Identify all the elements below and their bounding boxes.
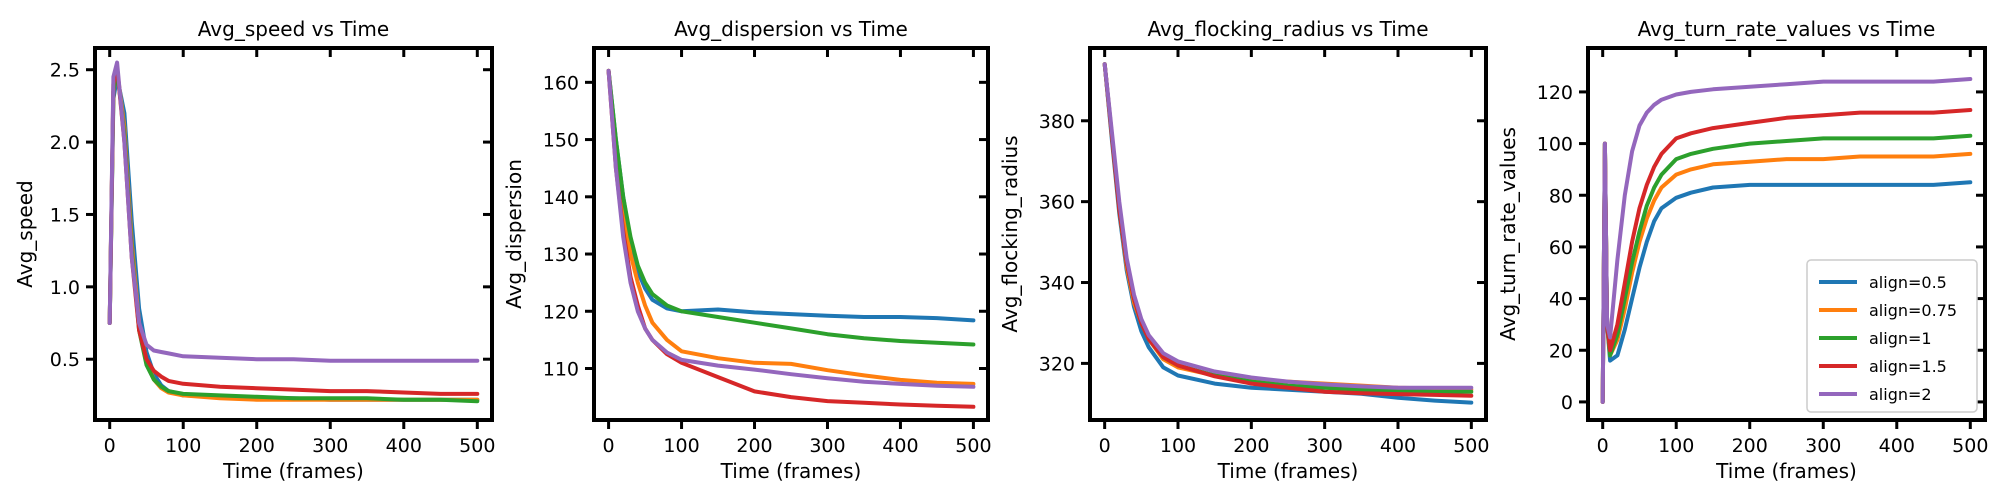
x-tick-label: 0 [104,435,116,457]
x-tick-label: 0 [1597,435,1609,457]
axes-frame [1088,46,1488,422]
series-line-align-1-5 [107,64,480,396]
x-tick-label: 200 [1233,435,1269,457]
series-line-align-1-5 [606,68,976,409]
y-tick-label: 20 [1549,340,1573,362]
series-line-align-1 [1102,62,1474,394]
x-axis-label: Time (frames) [720,459,862,483]
x-tick-label: 500 [1453,435,1489,457]
y-tick-label: 1.0 [50,277,80,299]
y-axis-label: Avg_speed [13,180,37,287]
x-tick-label: 100 [663,435,699,457]
chart-panel-1: 0 100 200 300 400 500 0.5 1.0 1.5 2.0 2.5 Avg_speed… [13,17,495,483]
series-line-align-2 [1102,62,1474,390]
y-tick-label: 0.5 [50,349,80,371]
x-tick-label: 0 [603,435,615,457]
y-tick-label: 130 [543,244,579,266]
series-line-align-0-75 [1102,62,1474,392]
y-tick-label: 110 [543,358,579,380]
chart-panel-4: 0 100 200 300 400 500 0 20 40 60 80 100 120 Avg_turn_… [1496,17,1988,483]
y-tick-label: 0 [1561,392,1573,414]
x-tick-label: 100 [1658,435,1694,457]
x-tick-label: 200 [736,435,772,457]
legend: align=0.5 align=0.75 align=1 align=1.5 align… [1806,259,1978,413]
y-tick-label: 100 [1537,134,1573,156]
axes-frame [93,46,494,422]
y-axis-label: Avg_dispersion [502,159,526,309]
x-tick-label: 300 [1307,435,1343,457]
x-tick-label: 0 [1099,435,1111,457]
y-tick-label: 360 [1039,192,1075,214]
x-tick-label: 400 [882,435,918,457]
y-tick-label: 120 [543,301,579,323]
x-tick-label: 100 [165,435,201,457]
series-line-align-2 [1600,77,1973,404]
x-tick-label: 500 [955,435,991,457]
x-axis-label: Time (frames) [222,459,364,483]
y-tick-label: 80 [1549,185,1573,207]
y-tick-label: 340 [1039,273,1075,295]
x-tick-label: 300 [809,435,845,457]
y-tick-label: 2.0 [50,132,80,154]
y-axis-label: Avg_turn_rate_values [1496,127,1520,341]
series-line-align-0-5 [1600,141,1973,404]
x-tick-label: 400 [1879,435,1915,457]
y-tick-label: 120 [1537,82,1573,104]
axes-frame [592,46,990,422]
x-tick-label: 500 [1952,435,1988,457]
legend-label: align=0.75 [1869,301,1957,320]
x-tick-label: 300 [312,435,348,457]
legend-label: align=1 [1869,329,1932,348]
chart-title: Avg_dispersion vs Time [674,17,908,41]
x-tick-label: 400 [386,435,422,457]
y-tick-label: 160 [543,72,579,94]
series-line-align-0-75 [606,68,976,386]
x-tick-label: 200 [239,435,275,457]
series-line-align-0-75 [107,67,480,402]
y-tick-label: 2.5 [50,60,80,82]
chart-title: Avg_speed vs Time [198,17,389,41]
y-axis-label: Avg_flocking_radius [998,135,1022,332]
x-tick-label: 200 [1732,435,1768,457]
axes-frame [1586,46,1987,422]
legend-label: align=2 [1869,385,1932,404]
x-tick-label: 300 [1805,435,1841,457]
y-tick-label: 380 [1039,111,1075,133]
series-line-align-2 [107,60,480,363]
chart-title: Avg_turn_rate_values vs Time [1638,17,1936,41]
x-tick-label: 100 [1160,435,1196,457]
y-tick-label: 150 [543,130,579,152]
series-line-align-0-5 [606,68,976,323]
chart-panel-3: 0 100 200 300 400 500 320 340 360 380 Avg_flocking… [998,17,1489,483]
y-tick-label: 40 [1549,289,1573,311]
y-tick-label: 60 [1549,237,1573,259]
series-line-align-2 [606,68,976,389]
chart-panel-2: 0 100 200 300 400 500 110 120 130 140 150 160 Avg_di… [502,17,992,483]
chart-title: Avg_flocking_radius vs Time [1147,17,1428,41]
series-line-align-1-5 [1600,108,1973,404]
y-tick-label: 320 [1039,353,1075,375]
x-tick-label: 500 [459,435,495,457]
y-tick-label: 140 [543,187,579,209]
legend-label: align=1.5 [1869,357,1947,376]
x-axis-label: Time (frames) [1715,459,1857,483]
series-line-align-1 [606,68,976,347]
x-tick-label: 400 [1380,435,1416,457]
x-axis-label: Time (frames) [1217,459,1359,483]
legend-label: align=0.5 [1869,273,1947,292]
legend-box [1806,259,1978,413]
y-tick-label: 1.5 [50,204,80,226]
